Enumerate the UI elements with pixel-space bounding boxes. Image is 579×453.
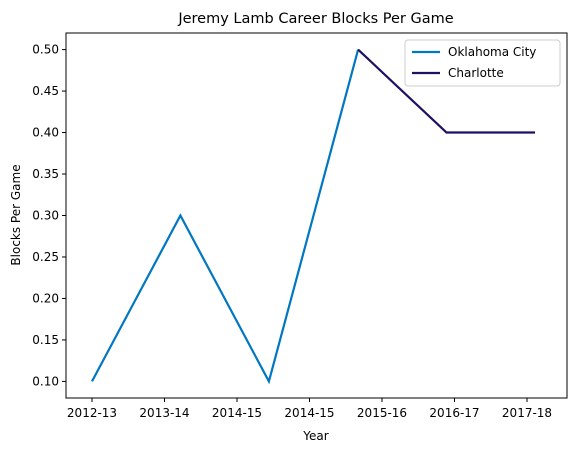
series-lines — [91, 48, 535, 385]
x-tick-label: 2016-17 — [429, 406, 479, 420]
x-axis-title: Year — [302, 429, 328, 443]
x-tick-label: 2012-13 — [67, 406, 117, 420]
y-tick-label: 0.40 — [32, 126, 59, 140]
legend: Oklahoma City Charlotte — [404, 39, 561, 87]
x-tick-label: 2015-16 — [357, 406, 407, 420]
y-tick-label: 0.30 — [32, 209, 59, 223]
y-tick-label: 0.45 — [32, 84, 59, 98]
y-axis-title: Blocks Per Game — [9, 164, 23, 265]
y-tick-label: 0.35 — [32, 167, 59, 181]
legend-box — [404, 39, 561, 87]
legend-label: Charlotte — [448, 66, 504, 80]
x-tick-label: 2013-14 — [139, 406, 189, 420]
x-axis: 2012-13 2013-14 2014-15 2014-15 2015-16 2016-… — [67, 398, 552, 420]
y-tick-label: 0.10 — [32, 374, 59, 388]
y-tick-label: 0.50 — [32, 43, 59, 57]
series-line-1 — [357, 48, 535, 134]
x-tick-label: 2014-15 — [212, 406, 262, 420]
series-line-0 — [91, 49, 360, 385]
chart-title: Jeremy Lamb Career Blocks Per Game — [177, 11, 453, 27]
x-tick-label: 2017-18 — [502, 406, 552, 420]
y-axis: 0.10 0.15 0.20 0.25 0.30 0.35 0.40 0.45 0.50 — [32, 43, 66, 388]
y-tick-label: 0.25 — [32, 250, 59, 264]
x-tick-label: 2014-15 — [284, 406, 334, 420]
legend-label: Oklahoma City — [448, 45, 536, 59]
plot-area — [65, 32, 568, 399]
y-tick-label: 0.20 — [32, 291, 59, 305]
y-tick-label: 0.15 — [32, 333, 59, 347]
